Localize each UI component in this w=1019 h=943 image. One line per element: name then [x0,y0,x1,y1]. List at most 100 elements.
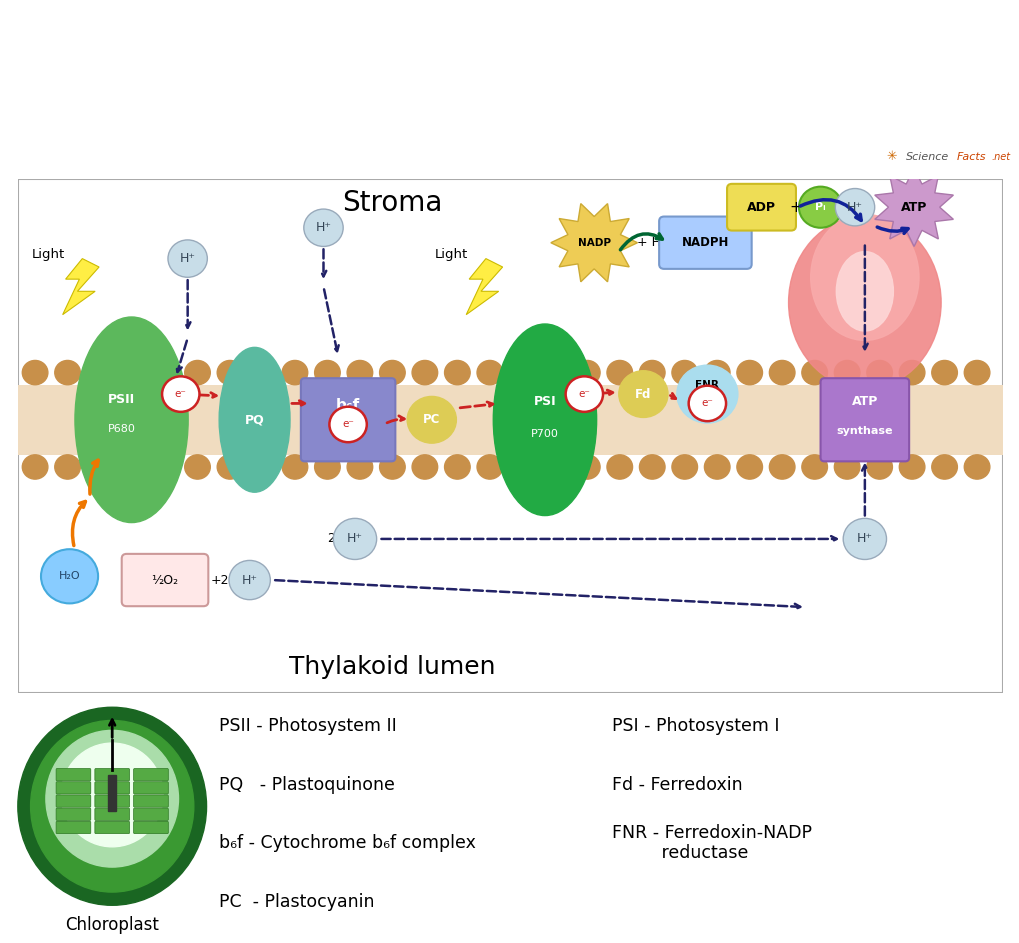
Circle shape [566,376,602,412]
FancyBboxPatch shape [56,769,91,781]
Text: H⁺: H⁺ [242,573,258,587]
FancyBboxPatch shape [133,795,168,807]
Circle shape [346,360,372,385]
FancyBboxPatch shape [95,821,129,834]
FancyBboxPatch shape [819,378,908,461]
Ellipse shape [788,216,941,389]
Circle shape [768,360,794,385]
Circle shape [217,455,243,479]
Circle shape [250,455,275,479]
Circle shape [963,455,988,479]
Text: +2: +2 [210,573,228,587]
Circle shape [22,360,48,385]
FancyBboxPatch shape [121,554,208,606]
Text: PQ   - Plastoquinone: PQ - Plastoquinone [219,775,394,794]
Circle shape [541,360,567,385]
Text: Chloroplast: Chloroplast [65,916,159,934]
Circle shape [152,455,177,479]
Ellipse shape [46,730,178,868]
Text: PSI - Photosystem I: PSI - Photosystem I [611,717,779,736]
Text: + H⁺: + H⁺ [636,236,666,249]
Text: H⁺: H⁺ [179,252,196,265]
Circle shape [606,360,632,385]
Text: Light-Dependent Reactions: Light-Dependent Reactions [84,34,935,89]
Circle shape [704,455,730,479]
Text: H⁺: H⁺ [346,533,363,545]
Circle shape [55,455,81,479]
Circle shape [282,455,308,479]
FancyBboxPatch shape [133,782,168,794]
Text: b₆f - Cytochrome b₆f complex: b₆f - Cytochrome b₆f complex [219,834,476,852]
Circle shape [866,360,892,385]
Circle shape [736,455,762,479]
FancyBboxPatch shape [56,821,91,834]
FancyBboxPatch shape [727,184,795,230]
Circle shape [931,360,957,385]
Circle shape [88,455,113,479]
Circle shape [119,360,145,385]
Circle shape [250,360,275,385]
Circle shape [412,455,437,479]
Ellipse shape [810,214,918,340]
Text: H⁺: H⁺ [315,222,331,234]
FancyBboxPatch shape [56,808,91,820]
Ellipse shape [31,720,194,892]
Circle shape [477,455,502,479]
Polygon shape [466,258,502,315]
FancyBboxPatch shape [133,769,168,781]
Circle shape [314,455,340,479]
Ellipse shape [17,707,207,905]
Circle shape [379,455,405,479]
Text: ATP: ATP [900,201,926,214]
Circle shape [931,455,957,479]
Ellipse shape [219,347,289,492]
Text: PSII: PSII [108,392,136,405]
Circle shape [184,360,210,385]
Circle shape [282,360,308,385]
Circle shape [704,360,730,385]
Text: Thylakoid lumen: Thylakoid lumen [288,655,495,679]
Text: P680: P680 [108,424,136,434]
FancyBboxPatch shape [95,769,129,781]
Text: ADP: ADP [746,201,775,214]
Text: Light: Light [32,248,64,261]
Text: e⁻: e⁻ [701,399,712,408]
Text: +: + [789,200,802,215]
Circle shape [834,360,859,385]
Text: Science: Science [905,152,948,161]
Circle shape [119,455,145,479]
Circle shape [88,360,113,385]
Text: Fd: Fd [635,388,651,401]
Circle shape [304,209,342,246]
Text: ATP: ATP [851,395,877,408]
Text: ½O₂: ½O₂ [151,573,178,587]
Circle shape [444,360,470,385]
Circle shape [55,360,81,385]
Text: P700: P700 [531,429,558,438]
Circle shape [152,360,177,385]
Circle shape [510,360,535,385]
Circle shape [801,360,826,385]
Circle shape [168,240,207,277]
Circle shape [574,360,599,385]
Circle shape [866,455,892,479]
Circle shape [574,455,599,479]
Circle shape [379,360,405,385]
Ellipse shape [407,396,455,443]
FancyBboxPatch shape [95,795,129,807]
Text: 2: 2 [327,533,335,545]
Text: NADPH: NADPH [681,236,729,249]
Circle shape [229,560,270,600]
Text: PSI: PSI [533,394,555,407]
FancyBboxPatch shape [56,782,91,794]
Circle shape [41,549,98,604]
Circle shape [899,455,924,479]
Circle shape [314,360,340,385]
Text: H₂O: H₂O [59,571,81,581]
Text: PC  - Plastocyanin: PC - Plastocyanin [219,892,374,911]
Text: e⁻: e⁻ [341,420,354,429]
Circle shape [834,455,859,479]
Circle shape [639,360,664,385]
Text: PC: PC [423,413,440,426]
Circle shape [768,455,794,479]
